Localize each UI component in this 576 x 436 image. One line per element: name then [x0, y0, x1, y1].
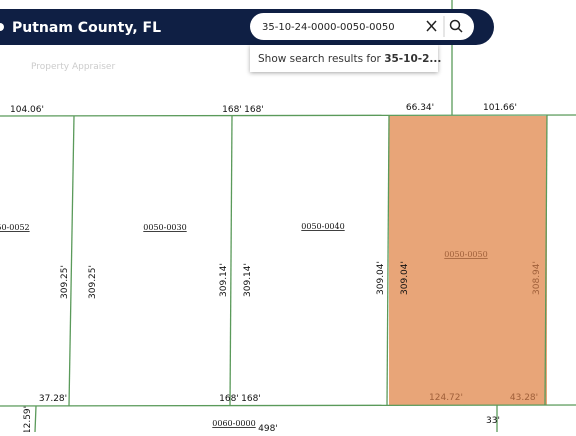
- suggestion-dropdown[interactable]: [250, 45, 438, 72]
- parcel-id[interactable]: 0050-0040: [301, 222, 344, 231]
- suggestion-text[interactable]: Show search results for 35-10-2...: [258, 53, 441, 65]
- parcel-id[interactable]: 50-0052: [0, 223, 30, 232]
- clear-button[interactable]: [426, 20, 437, 32]
- dimension-label: 124.72': [429, 393, 463, 403]
- dimension-label: 33': [486, 416, 500, 426]
- dimension-label: 66.34': [406, 103, 434, 113]
- dimension-label: 43.28': [510, 393, 538, 403]
- dimension-label: 37.28': [39, 394, 67, 404]
- dimension-label: 309.14': [243, 263, 253, 297]
- dimension-label: 104.06': [10, 105, 44, 115]
- suggestion-prefix: Show search results for: [258, 53, 384, 65]
- dimension-label: 309.25': [88, 265, 98, 299]
- header-title: Putnam County, FL: [12, 20, 161, 36]
- search-value: 35-10-24-0000-0050-0050: [262, 22, 395, 33]
- dimension-label: 168': [219, 394, 239, 404]
- parcel-id[interactable]: 0060-0000: [212, 419, 255, 428]
- dimension-label: 498': [258, 424, 278, 432]
- dimension-label: 308.94': [532, 261, 542, 295]
- dimension-label: 309.14': [219, 263, 229, 297]
- header-subtitle: Property Appraiser: [31, 62, 115, 72]
- dimension-label: 309.04': [376, 261, 386, 295]
- selected-parcel[interactable]: [389, 116, 547, 405]
- search-button[interactable]: [449, 19, 463, 33]
- dimension-label: 309.25': [60, 265, 70, 299]
- suggestion-query: 35-10-2...: [384, 53, 441, 65]
- dimension-label: 168': [244, 105, 264, 115]
- dimension-label: 12.59': [23, 406, 33, 432]
- parcel-id[interactable]: 0050-0050: [444, 250, 487, 259]
- dimension-label: 101.66': [483, 103, 517, 113]
- parcel-id[interactable]: 0050-0030: [143, 223, 186, 232]
- dimension-label: 309.04': [400, 261, 410, 295]
- dimension-label: 168': [241, 394, 261, 404]
- logo: [0, 23, 4, 31]
- dimension-label: 168': [222, 105, 242, 115]
- search-input[interactable]: [250, 13, 474, 40]
